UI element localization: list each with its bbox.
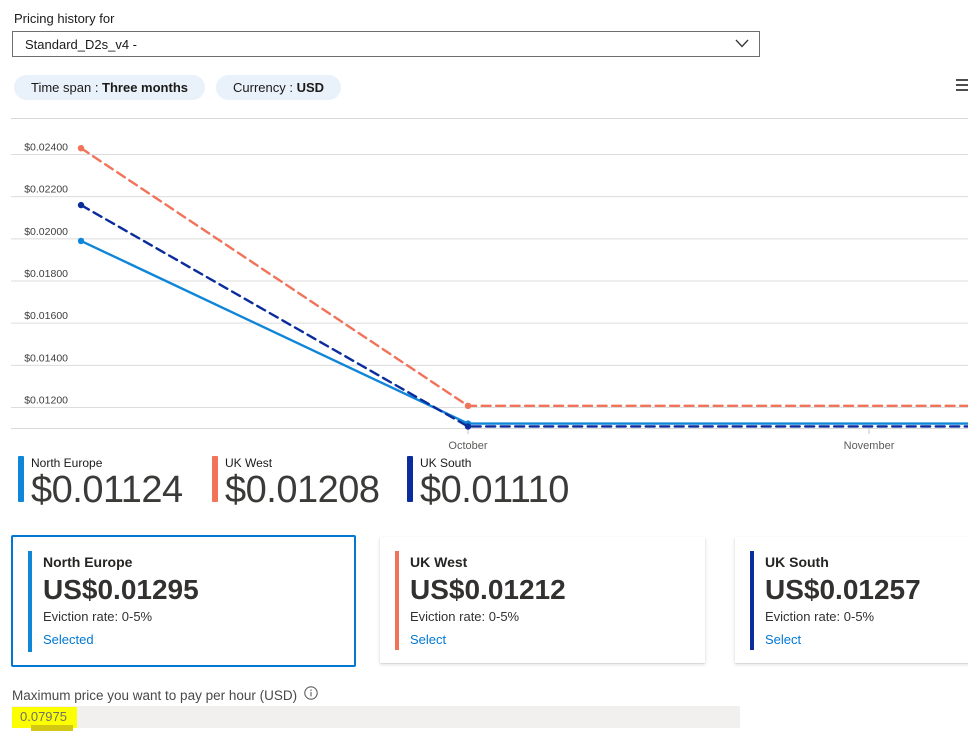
svg-text:$0.01600: $0.01600 (24, 310, 68, 322)
info-icon[interactable] (304, 686, 318, 705)
legend-color-bar (407, 456, 413, 502)
card-price: US$0.01212 (410, 574, 566, 605)
legend-item-uk-south: UK South $0.01110 (407, 456, 569, 509)
card-accent-bar (750, 551, 754, 650)
time-span-chip-value: Three months (102, 80, 189, 95)
max-price-label: Maximum price you want to pay per hour (… (12, 688, 298, 703)
time-span-chip[interactable]: Time span : Three months (14, 75, 206, 100)
svg-text:$0.02000: $0.02000 (24, 226, 68, 238)
pricing-history-label: Pricing history for (14, 11, 115, 26)
svg-text:$0.01800: $0.01800 (24, 268, 68, 280)
selected-link[interactable]: Selected (43, 632, 94, 648)
card-accent-bar (395, 551, 399, 650)
currency-chip-label: Currency : (233, 80, 297, 95)
currency-chip-value: USD (296, 80, 325, 95)
card-eviction-rate: Eviction rate: 0-5% (410, 609, 520, 625)
card-region-name: North Europe (43, 554, 133, 570)
svg-text:$0.02400: $0.02400 (24, 142, 68, 154)
svg-text:October: October (448, 440, 487, 452)
svg-text:$0.02200: $0.02200 (24, 184, 68, 196)
svg-text:$0.01200: $0.01200 (24, 395, 68, 407)
card-region-name: UK West (410, 554, 468, 570)
svg-text:$0.01400: $0.01400 (24, 352, 68, 364)
time-span-chip-label: Time span : (31, 80, 103, 95)
legend-color-bar (18, 456, 24, 502)
svg-text:November: November (844, 440, 895, 452)
legend-region-name: UK South (420, 456, 472, 470)
chart-context-menu-icon[interactable] (956, 79, 968, 94)
vm-size-dropdown-value: Standard_D2s_v4 - (25, 36, 138, 52)
max-price-value: 0.07975 (12, 706, 77, 728)
legend-item-uk-west: UK West $0.01208 (212, 456, 380, 509)
card-region-name: UK South (765, 554, 829, 570)
card-price: US$0.01295 (43, 574, 199, 605)
select-link[interactable]: Select (410, 632, 447, 648)
card-price: US$0.01257 (765, 574, 921, 605)
legend-region-name: North Europe (31, 456, 103, 470)
region-card-north-europe[interactable]: North Europe US$0.01295 Eviction rate: 0… (11, 535, 356, 667)
legend-price: $0.01208 (225, 469, 380, 511)
legend-color-bar (212, 456, 218, 502)
highlight-smudge (31, 725, 73, 731)
region-card-uk-south[interactable]: UK South US$0.01257 Eviction rate: 0-5% … (735, 537, 968, 663)
currency-chip[interactable]: Currency : USD (216, 75, 342, 100)
vm-size-dropdown[interactable]: Standard_D2s_v4 - (12, 31, 760, 57)
legend-price: $0.01124 (31, 469, 183, 511)
card-accent-bar (28, 551, 32, 652)
chevron-down-icon (735, 35, 749, 53)
legend-region-name: UK West (225, 456, 273, 470)
card-eviction-rate: Eviction rate: 0-5% (765, 609, 875, 625)
select-link[interactable]: Select (765, 632, 802, 648)
region-card-uk-west[interactable]: UK West US$0.01212 Eviction rate: 0-5% S… (380, 537, 705, 663)
legend-item-north-europe: North Europe $0.01124 (18, 456, 183, 509)
max-price-input[interactable]: 0.07975 (12, 706, 740, 728)
legend-price: $0.01110 (420, 469, 569, 511)
card-eviction-rate: Eviction rate: 0-5% (43, 609, 153, 625)
price-history-chart: $0.02400 $0.02200 $0.02000 $0.01800 $0.01600… (11, 118, 968, 452)
filter-chips: Time span : Three months Currency : USD (14, 75, 342, 100)
